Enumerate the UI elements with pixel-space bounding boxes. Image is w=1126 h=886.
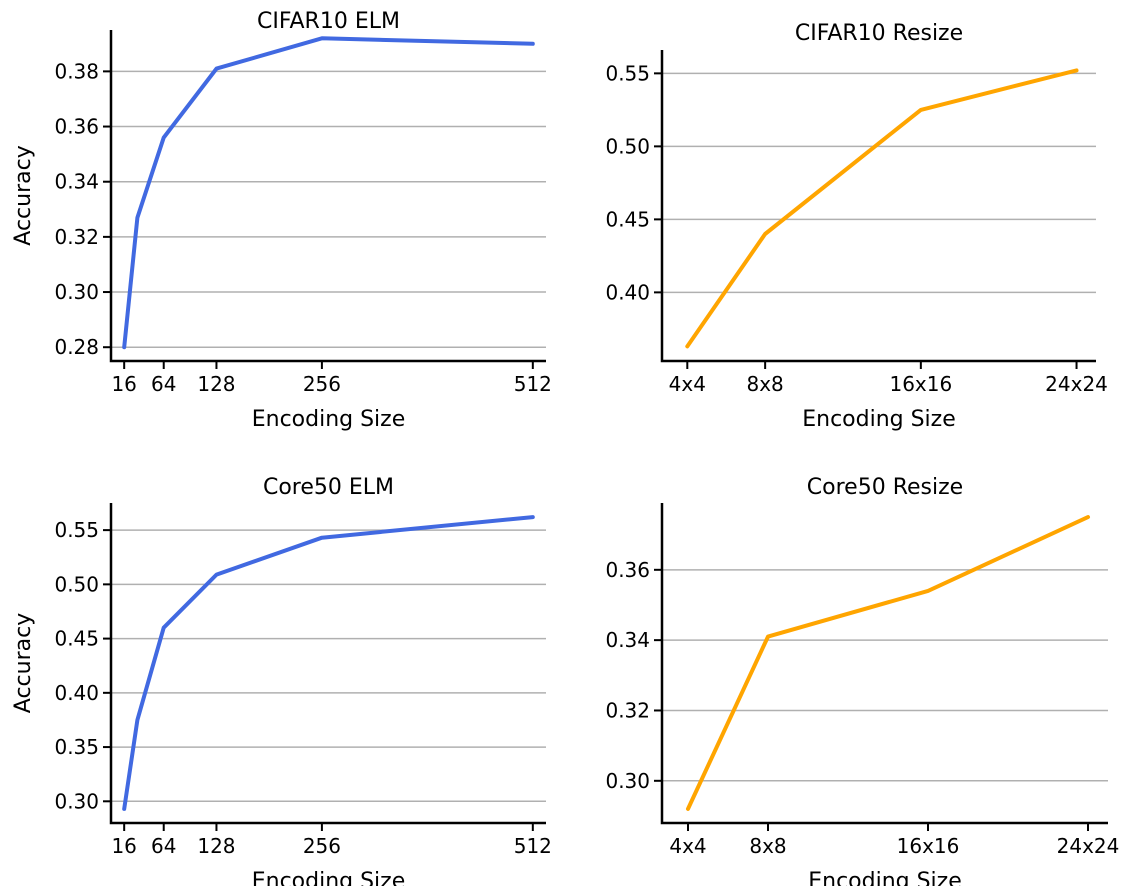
chart-3-x-axis-label: Encoding Size xyxy=(808,869,962,886)
chart-0-ytick-label-0-34: 0.34 xyxy=(54,170,99,194)
chart-3-xtick-label-4x4: 4x4 xyxy=(669,834,706,858)
chart-2-series-line-0 xyxy=(124,517,533,809)
chart-1-series-line-0 xyxy=(687,70,1076,346)
chart-3-ytick-label-0-32: 0.32 xyxy=(605,698,650,722)
chart-1-ytick-label-0-55: 0.55 xyxy=(605,61,650,85)
subplot-core50-resize: 0.30 0.32 0.34 0.36 4x4 8x8 16x16 24x24 Core50 R… xyxy=(605,475,1119,886)
chart-3-axes-spine xyxy=(662,503,1108,823)
chart-2-title: Core50 ELM xyxy=(263,475,394,500)
chart-1-axes-spine xyxy=(662,50,1096,361)
chart-2-ytick-label-0-35: 0.35 xyxy=(54,735,99,759)
subplot-core50-elm: 0.30 0.35 0.40 0.45 0.50 0.55 16 64 128 256 512 Cor… xyxy=(11,475,552,886)
chart-2-xtick-label-512: 512 xyxy=(514,834,552,858)
subplot-cifar10-elm: 0.28 0.30 0.32 0.34 0.36 0.38 16 64 128 256 512 CIF… xyxy=(11,9,552,432)
chart-0-ytick-label-0-36: 0.36 xyxy=(54,115,99,139)
chart-3-ytick-label-0-36: 0.36 xyxy=(605,558,650,582)
chart-3-xtick-label-16x16: 16x16 xyxy=(897,834,960,858)
chart-3-series-line-0 xyxy=(688,517,1088,809)
chart-2-xtick-label-16: 16 xyxy=(111,834,136,858)
chart-0-ytick-label-0-30: 0.30 xyxy=(54,280,99,304)
chart-0-axes-spine xyxy=(111,30,546,361)
chart-2-ytick-label-0-30: 0.30 xyxy=(54,789,99,813)
chart-0-xtick-label-128: 128 xyxy=(197,372,235,396)
chart-3-title: Core50 Resize xyxy=(807,475,963,500)
chart-0-xtick-label-512: 512 xyxy=(514,372,552,396)
chart-1-xtick-label-4x4: 4x4 xyxy=(669,372,706,396)
chart-0-y-axis-label: Accuracy xyxy=(11,145,36,245)
chart-2-axes-spine xyxy=(111,503,546,823)
chart-1-xtick-label-8x8: 8x8 xyxy=(746,372,783,396)
chart-1-xtick-label-24x24: 24x24 xyxy=(1045,372,1108,396)
chart-2-ytick-label-0-40: 0.40 xyxy=(54,681,99,705)
chart-1-ytick-label-0-50: 0.50 xyxy=(605,134,650,158)
chart-2-xtick-label-64: 64 xyxy=(151,834,176,858)
chart-1-title: CIFAR10 Resize xyxy=(795,21,963,46)
chart-2-ytick-label-0-55: 0.55 xyxy=(54,518,99,542)
chart-0-series-line-0 xyxy=(124,38,533,347)
chart-0-ytick-label-0-28: 0.28 xyxy=(54,335,99,359)
chart-3-xtick-label-8x8: 8x8 xyxy=(749,834,786,858)
chart-0-xtick-label-16: 16 xyxy=(111,372,136,396)
chart-0-ytick-label-0-32: 0.32 xyxy=(54,225,99,249)
chart-2-xtick-label-128: 128 xyxy=(197,834,235,858)
chart-3-ytick-label-0-34: 0.34 xyxy=(605,628,650,652)
chart-2-ytick-label-0-45: 0.45 xyxy=(54,627,99,651)
chart-3-ytick-label-0-30: 0.30 xyxy=(605,769,650,793)
chart-0-xtick-label-64: 64 xyxy=(151,372,176,396)
chart-1-ytick-label-0-40: 0.40 xyxy=(605,280,650,304)
subplot-cifar10-resize: 0.40 0.45 0.50 0.55 4x4 8x8 16x16 24x24 CIFAR10 … xyxy=(605,21,1107,432)
chart-3-xtick-label-24x24: 24x24 xyxy=(1057,834,1120,858)
chart-2-xtick-label-256: 256 xyxy=(303,834,341,858)
chart-0-ytick-label-0-38: 0.38 xyxy=(54,59,99,83)
chart-1-ytick-label-0-45: 0.45 xyxy=(605,207,650,231)
chart-0-xtick-label-256: 256 xyxy=(303,372,341,396)
chart-0-x-axis-label: Encoding Size xyxy=(252,407,406,432)
chart-2-ytick-label-0-50: 0.50 xyxy=(54,572,99,596)
chart-2-y-axis-label: Accuracy xyxy=(11,613,36,713)
chart-1-x-axis-label: Encoding Size xyxy=(802,407,956,432)
chart-2-x-axis-label: Encoding Size xyxy=(252,869,406,886)
chart-1-xtick-label-16x16: 16x16 xyxy=(889,372,952,396)
chart-0-title: CIFAR10 ELM xyxy=(257,9,400,34)
